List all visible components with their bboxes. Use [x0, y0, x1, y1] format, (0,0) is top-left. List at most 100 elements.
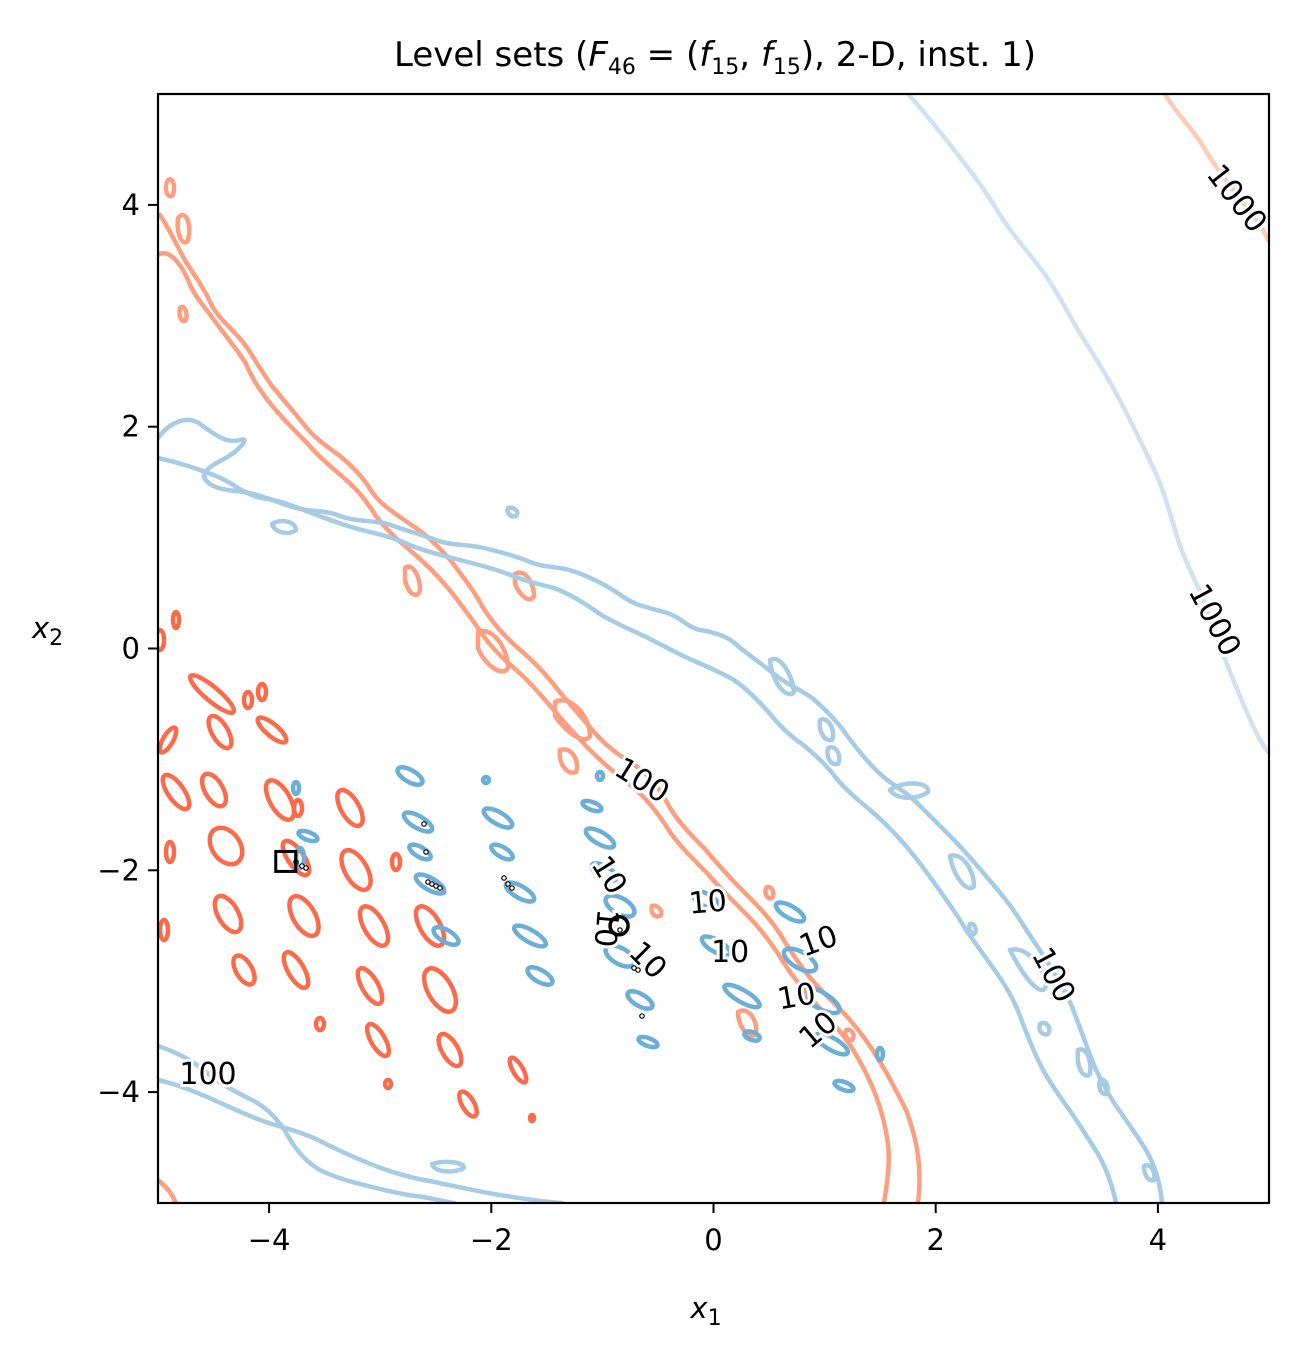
contour-obj2-10-ellipse	[603, 943, 637, 969]
contour-obj2-10-ellipse	[722, 982, 762, 1010]
contour-obj1-100-blob-10	[649, 903, 664, 919]
contour-obj2-10-ellipse	[603, 893, 637, 919]
contour-obj2-1000	[905, 94, 1269, 755]
contour-obj1-10-ellipse	[457, 1089, 479, 1119]
x-tick-label: −4	[248, 1223, 291, 1257]
contour-obj1-10-group	[158, 609, 537, 1124]
contour-obj1-100-blob-6	[475, 628, 511, 674]
local-optima-dots	[293, 821, 645, 1019]
contour-obj2-100-lower	[158, 455, 1119, 1203]
contour-obj1-10-ellipse	[339, 847, 373, 893]
contour-obj2-10-ellipse	[781, 946, 819, 974]
title-comma: ,	[739, 35, 761, 75]
contour-obj1-10-ellipse	[507, 1055, 529, 1085]
contour-obj2-10-ellipse	[689, 888, 723, 912]
plot-frame	[156, 92, 1271, 1205]
contour-obj2-10-ellipse	[511, 923, 549, 949]
contour-obj2-100-blob-4	[825, 744, 842, 767]
contour-obj2-100-blob-10	[1141, 1162, 1157, 1183]
contour-obj1-100-blob-8	[557, 747, 580, 775]
contour-obj2-10-ellipse	[589, 861, 619, 883]
contour-obj1-10-ellipse	[389, 851, 403, 873]
contour-obj2-100-bottom-left-2	[158, 1077, 565, 1203]
contour-obj1-100-blob-4	[402, 564, 423, 598]
title-f2-sub: 15	[773, 55, 801, 80]
local-optimum-dot	[423, 849, 429, 855]
x-axis-ticks: −4 −2 0 2 4	[248, 1203, 1167, 1257]
contour-obj1-100-left	[158, 251, 892, 1203]
contour-obj2-10-ellipse	[296, 828, 320, 844]
contour-obj1-10-ellipse	[291, 797, 305, 819]
contour-obj2-10-ellipse	[481, 806, 515, 830]
contour-obj2-10-ellipse	[625, 989, 655, 1011]
contour-obj1-10-ellipse	[241, 689, 255, 711]
optimum-obj1-square-marker	[274, 849, 298, 873]
contour-obj1-100-blob-12	[843, 1027, 856, 1043]
contour-obj2-100-blob-12	[1037, 1020, 1052, 1037]
contour-obj2-10-ellipse	[480, 774, 492, 786]
contour-obj1-100-blob-11	[763, 884, 776, 901]
local-optimum-dot	[635, 967, 641, 973]
contour-obj1-10-ellipse	[207, 825, 245, 867]
contour-obj2-10-ellipse	[525, 965, 555, 987]
title-F-sub: 46	[608, 55, 636, 80]
contour-obj1-100-blob-2	[175, 213, 192, 245]
contour-obj2-10-ellipse	[832, 1078, 856, 1094]
y-tick-label: 4	[122, 188, 140, 222]
chart-title: Level sets (F46 = (f15, f15), 2-D, inst.…	[394, 35, 1036, 80]
contour-obj1-100-upper	[158, 212, 922, 1203]
contour-obj2-100-blob-1	[269, 518, 299, 536]
contour-obj1-10-ellipse	[287, 893, 321, 939]
contour-obj2-10-group	[290, 765, 886, 1094]
contour-obj1-10-ellipse	[158, 627, 167, 653]
contour-obj2-10-ellipse	[431, 925, 461, 947]
contour-obj1-10-ellipse	[313, 1015, 327, 1033]
contour-obj2-10-ellipse	[636, 1034, 660, 1050]
contour-obj1-10-ellipse	[355, 965, 385, 1007]
title-F: F	[588, 35, 608, 75]
local-optimum-dot	[303, 865, 309, 871]
contour-obj2-10-ellipse	[290, 779, 302, 797]
contour-obj2-100-blob-7	[1007, 947, 1049, 993]
contour-obj2-10-ellipse	[798, 984, 842, 1016]
contour-label: 10	[775, 976, 819, 1017]
contour-obj1-10-ellipse	[281, 949, 311, 991]
contour-obj1-10-ellipse	[421, 966, 459, 1014]
contour-obj2-10-ellipse	[489, 842, 515, 862]
y-axis-ticks: −4 −2 0 2 4	[97, 188, 158, 1109]
contour-obj1-10-ellipse	[170, 609, 182, 631]
contour-obj2-10-ellipse	[413, 872, 447, 896]
optimum-obj2-circle-marker	[608, 915, 630, 937]
contour-label: 10	[622, 935, 674, 987]
title-f1-sub: 15	[711, 55, 739, 80]
contour-label: 10	[584, 850, 634, 901]
x-tick-label: 2	[926, 1223, 944, 1257]
contour-obj1-10-ellipse	[212, 893, 244, 935]
contour-obj2-10-ellipse	[773, 900, 807, 924]
contour-obj1-100-blob-7	[552, 698, 593, 742]
local-optimum-dot	[421, 821, 427, 827]
contour-obj2-100-bottom-left	[158, 1043, 457, 1203]
contour-obj2-10-ellipse	[580, 798, 604, 814]
contour-obj1-10-ellipse	[382, 1077, 394, 1091]
y-tick-label: 2	[122, 410, 140, 444]
contour-obj1-10-ellipse	[163, 839, 177, 865]
contour-obj1-10-ellipse	[263, 778, 297, 822]
contour-obj2-100-blob-5	[887, 781, 931, 800]
contour-obj2-10-ellipse	[874, 1045, 886, 1063]
contour-obj1-10-ellipse	[158, 725, 179, 755]
local-optimum-dot	[505, 881, 511, 887]
contour-obj2-10-ellipse	[401, 810, 435, 834]
contour-obj1-1000	[1162, 94, 1269, 243]
y-tick-label: −4	[97, 1075, 140, 1109]
y-tick-label: −2	[97, 853, 140, 887]
contour-obj1-10-ellipse	[255, 681, 269, 703]
contour-obj1-100-blob-1	[163, 177, 177, 199]
contour-label: 10	[687, 883, 728, 921]
contour-obj2-100-upper	[158, 417, 1165, 1203]
local-optimum-dot	[437, 885, 443, 891]
contour-obj2-100-blob-8	[1075, 1047, 1093, 1078]
